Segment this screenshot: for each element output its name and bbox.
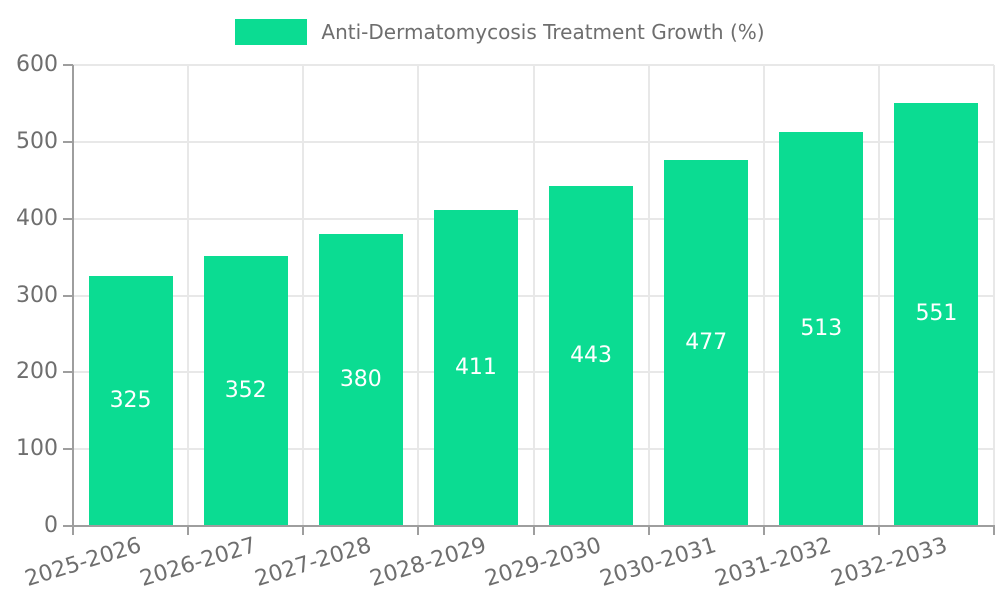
y-axis-tick	[63, 64, 73, 66]
vertical-gridline	[417, 65, 420, 526]
bar[interactable]: 325	[88, 276, 173, 525]
x-axis-tick	[877, 526, 880, 535]
legend-label: Anti-Dermatomycosis Treatment Growth (%)	[321, 20, 765, 44]
bar[interactable]: 443	[549, 185, 634, 525]
bar-value-label: 325	[109, 388, 152, 414]
y-axis-label: 100	[16, 436, 58, 462]
y-axis-tick	[63, 525, 73, 527]
y-axis-label: 200	[16, 359, 58, 385]
vertical-gridline	[302, 65, 305, 526]
x-axis-tick	[647, 526, 650, 535]
bar[interactable]: 513	[779, 131, 864, 525]
bar[interactable]: 352	[203, 255, 288, 525]
x-axis-tick	[417, 526, 420, 535]
x-axis-tick	[532, 526, 535, 535]
chart-legend[interactable]: Anti-Dermatomycosis Treatment Growth (%)	[0, 16, 1000, 48]
y-axis-tick	[63, 371, 73, 374]
vertical-gridline	[532, 65, 535, 526]
bar-value-label: 551	[915, 301, 958, 327]
x-axis-label: 2032-2033	[827, 533, 950, 592]
x-axis-tick	[302, 526, 305, 535]
y-axis-label: 500	[16, 128, 58, 154]
bar[interactable]: 411	[433, 210, 518, 525]
bar-value-label: 443	[570, 342, 613, 368]
y-axis-label: 600	[16, 52, 58, 77]
vertical-gridline	[993, 65, 995, 526]
x-axis-tick	[187, 526, 190, 535]
y-axis-tick	[63, 140, 73, 143]
y-axis-label: 400	[16, 205, 58, 231]
y-axis-tick	[63, 294, 73, 297]
legend-swatch	[235, 19, 308, 45]
bar[interactable]: 551	[894, 102, 979, 525]
y-axis-label: 0	[44, 513, 58, 538]
x-axis-tick	[993, 526, 995, 535]
bar-value-label: 513	[800, 315, 843, 341]
y-axis-line	[72, 65, 74, 528]
bar-value-label: 352	[224, 377, 267, 403]
bar-value-label: 411	[454, 355, 497, 381]
y-axis-tick	[63, 448, 73, 451]
y-axis-label: 300	[16, 282, 58, 308]
x-axis-tick	[72, 526, 74, 535]
x-axis-tick	[762, 526, 765, 535]
y-axis-tick	[63, 217, 73, 220]
vertical-gridline	[647, 65, 650, 526]
bar-value-label: 380	[339, 367, 382, 392]
bar[interactable]: 477	[664, 159, 749, 525]
x-axis-line	[72, 525, 995, 527]
vertical-gridline	[187, 65, 190, 526]
vertical-gridline	[877, 65, 880, 526]
vertical-gridline	[762, 65, 765, 526]
bar-value-label: 477	[685, 329, 728, 355]
bar[interactable]: 380	[318, 234, 403, 525]
